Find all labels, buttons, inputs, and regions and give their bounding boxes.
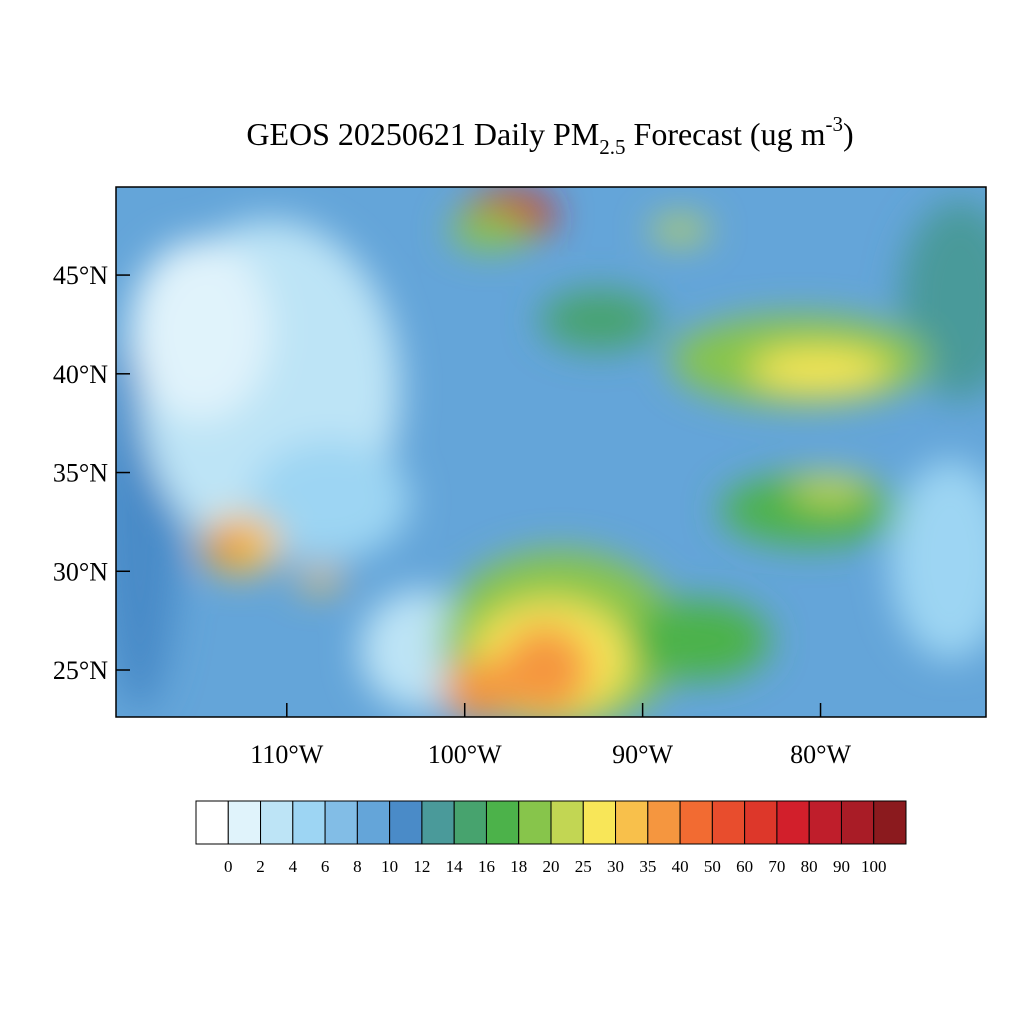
x-tick-label: 90°W xyxy=(612,740,673,769)
colorbar-label: 16 xyxy=(478,857,495,876)
field-blob xyxy=(295,570,345,590)
colorbar-box xyxy=(292,800,326,845)
colorbar-box xyxy=(356,800,391,845)
colorbar-box xyxy=(324,800,358,845)
y-tick-label: 30°N xyxy=(53,557,108,586)
field-blob xyxy=(630,600,770,680)
colorbar-label: 10 xyxy=(381,857,398,876)
colorbar-label: 60 xyxy=(736,857,753,876)
colorbar-box xyxy=(615,800,649,845)
field-blob xyxy=(450,210,530,250)
field-blob xyxy=(210,535,240,555)
colorbar-label: 50 xyxy=(704,857,721,876)
colorbar-label: 35 xyxy=(639,857,656,876)
y-tick-label: 45°N xyxy=(53,261,108,290)
colorbar-label: 100 xyxy=(861,857,887,876)
field-blob xyxy=(750,348,890,392)
colorbar-label: 8 xyxy=(353,857,362,876)
x-tick-label: 80°W xyxy=(790,740,851,769)
colorbar: 0 2 4 6 8 10 12 14 16 18 20 25 30 35 40 50 60 70 80 90 100 xyxy=(195,800,907,876)
colorbar-label: 25 xyxy=(575,857,592,876)
colorbar-box xyxy=(873,800,907,845)
field-blob xyxy=(890,460,986,660)
field-blob xyxy=(540,290,660,350)
colorbar-box xyxy=(647,800,681,845)
colorbar-label: 0 xyxy=(224,857,233,876)
colorbar-box xyxy=(195,800,229,845)
colorbar-box xyxy=(840,800,875,845)
colorbar-box xyxy=(679,800,713,845)
colorbar-box xyxy=(582,800,617,845)
colorbar-label: 40 xyxy=(672,857,689,876)
colorbar-label: 80 xyxy=(801,857,818,876)
colorbar-box xyxy=(453,800,487,845)
colorbar-label: 18 xyxy=(510,857,527,876)
axes: 110°W 100°W 90°W 80°W 45°N 40°N 35°N 30°N 25°N xyxy=(53,261,852,769)
map-title: GEOS 20250621 Daily PM2.5 Forecast (ug m… xyxy=(246,112,853,159)
colorbar-box xyxy=(260,800,294,845)
colorbar-label: 12 xyxy=(413,857,430,876)
colorbar-box xyxy=(421,800,455,845)
map-field xyxy=(116,187,986,717)
colorbar-label: 6 xyxy=(321,857,330,876)
title-main: GEOS 20250621 Daily PM xyxy=(246,116,599,152)
x-tick-label: 110°W xyxy=(250,740,323,769)
colorbar-label: 4 xyxy=(289,857,298,876)
colorbar-box xyxy=(744,800,778,845)
field-blob xyxy=(500,625,590,715)
y-tick-label: 40°N xyxy=(53,360,108,389)
title-subscript: 2.5 xyxy=(599,135,625,159)
colorbar-box xyxy=(550,800,584,845)
field-blob xyxy=(440,660,520,717)
colorbar-box xyxy=(711,800,746,845)
title-superscript: -3 xyxy=(825,112,843,136)
field-blob xyxy=(650,218,710,242)
colorbar-label: 30 xyxy=(607,857,624,876)
y-tick-label: 25°N xyxy=(53,656,108,685)
colorbar-label: 70 xyxy=(768,857,785,876)
field-blob xyxy=(130,240,270,420)
x-tick-label: 100°W xyxy=(428,740,502,769)
field-blobs xyxy=(116,190,986,717)
colorbar-box xyxy=(776,800,810,845)
field-blob xyxy=(790,475,870,505)
colorbar-box xyxy=(518,800,552,845)
colorbar-label: 90 xyxy=(833,857,850,876)
colorbar-label: 2 xyxy=(256,857,265,876)
field-blob xyxy=(250,440,410,560)
colorbar-box xyxy=(227,800,262,845)
map-frame xyxy=(115,186,987,718)
title-middle: Forecast (ug m xyxy=(626,116,826,152)
colorbar-box xyxy=(808,800,842,845)
colorbar-label: 14 xyxy=(446,857,464,876)
colorbar-label: 20 xyxy=(543,857,560,876)
colorbar-box xyxy=(389,800,423,845)
title-end: ) xyxy=(843,116,854,152)
y-tick-label: 35°N xyxy=(53,459,108,488)
colorbar-box xyxy=(485,800,520,845)
